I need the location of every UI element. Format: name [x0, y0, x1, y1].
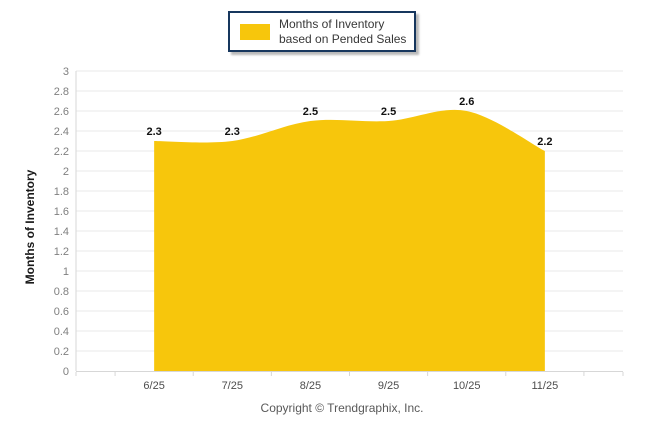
legend-label: Months of Inventory based on Pended Sale… — [279, 16, 407, 46]
y-tick-label: 1 — [63, 266, 69, 278]
y-tick-label: 0 — [63, 366, 69, 378]
y-tick-label: 0.2 — [54, 346, 69, 358]
x-tick-label: 7/25 — [222, 380, 243, 392]
y-tick-label: 1.2 — [54, 246, 69, 258]
legend: Months of Inventory based on Pended Sale… — [228, 11, 416, 52]
data-label: 2.3 — [225, 126, 240, 138]
data-label: 2.2 — [537, 136, 552, 148]
x-tick-label: 11/25 — [531, 380, 558, 392]
copyright-text: Copyright © Trendgraphix, Inc. — [260, 401, 424, 415]
y-tick-label: 1.8 — [54, 186, 69, 198]
data-label: 2.5 — [381, 106, 396, 118]
x-tick-label: 8/25 — [300, 380, 321, 392]
y-tick-label: 1.6 — [54, 206, 69, 218]
x-ticks — [75, 372, 624, 376]
y-tick-label: 2 — [63, 166, 69, 178]
area-series — [154, 109, 545, 371]
y-tick-label: 2.6 — [54, 106, 69, 118]
y-tick-label: 0.4 — [54, 326, 69, 338]
y-tick-label: 0.8 — [54, 286, 69, 298]
data-label: 2.6 — [459, 96, 474, 108]
y-tick-label: 2.8 — [54, 86, 69, 98]
x-axis-labels: 6/25 7/25 8/25 9/25 10/25 11/25 — [143, 380, 558, 392]
data-labels: 2.3 2.3 2.5 2.5 2.6 2.2 — [146, 96, 552, 148]
y-axis-labels: 0 0.2 0.4 0.6 0.8 1 1.2 1.4 1.6 1.8 2 2.2 2.4 2.6 2.8 3 — [54, 66, 69, 378]
data-label: 2.5 — [303, 106, 318, 118]
y-tick-label: 1.4 — [54, 226, 69, 238]
y-tick-label: 3 — [63, 66, 69, 78]
x-tick-label: 10/25 — [453, 380, 481, 392]
legend-swatch — [240, 23, 270, 40]
x-tick-label: 6/25 — [143, 380, 164, 392]
data-label: 2.3 — [146, 126, 161, 138]
y-tick-label: 2.2 — [54, 146, 69, 158]
y-tick-label: 0.6 — [54, 306, 69, 318]
y-tick-label: 2.4 — [54, 126, 69, 138]
axes — [75, 71, 623, 372]
x-tick-label: 9/25 — [378, 380, 399, 392]
